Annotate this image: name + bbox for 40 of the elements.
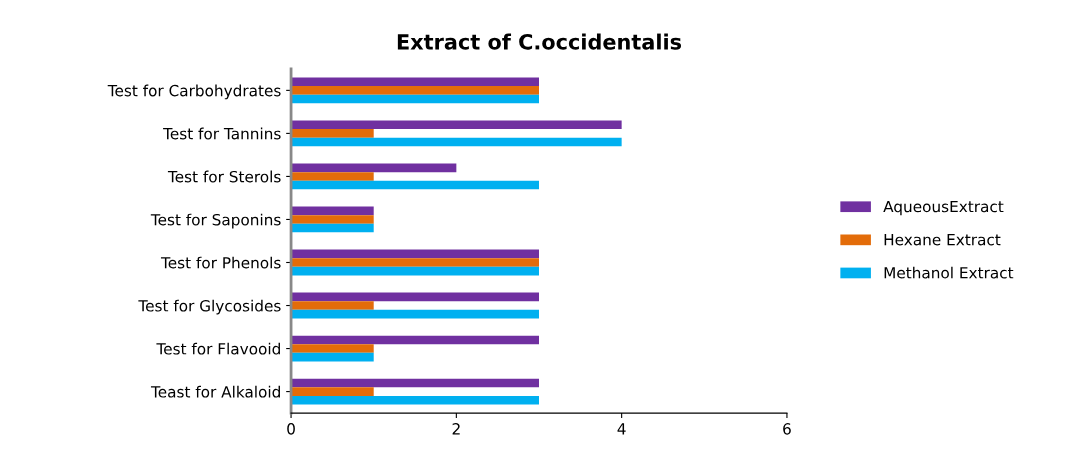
bar: [291, 249, 539, 259]
bar: [291, 206, 374, 216]
bar: [291, 387, 374, 396]
x-tick-label: 2: [452, 423, 460, 435]
bar: [291, 180, 539, 190]
bar: [291, 344, 374, 353]
x-tick-label: 4: [617, 423, 626, 435]
bar: [291, 309, 539, 319]
bar: [291, 86, 539, 95]
bar: [291, 292, 539, 302]
bar: [291, 258, 539, 267]
bar: [291, 301, 374, 310]
bar: [291, 120, 622, 130]
y-tick-label: Test for Phenols: [160, 256, 281, 269]
legend-label: Hexane Extract: [884, 234, 1001, 246]
bar: [291, 129, 374, 138]
x-tick-label: 6: [783, 423, 791, 435]
x-tick-label: 0: [287, 423, 295, 435]
bar: [291, 215, 374, 224]
bar: [291, 94, 539, 104]
y-tick-label: Test for Sterols: [167, 170, 281, 183]
y-tick-label: Test for Tannins: [163, 127, 281, 140]
y-tick-label: Test for Flavooid: [156, 342, 280, 355]
legend-label: Methanol Extract: [884, 266, 1014, 279]
bar: [291, 395, 539, 405]
bar: [291, 163, 457, 173]
bar: [291, 335, 539, 345]
y-tick-label: Teast for Alkaloid: [150, 385, 280, 398]
legend-label: AqueousExtract: [883, 200, 1004, 216]
y-tick-label: Test for Glycosides: [138, 299, 281, 315]
bar: [291, 223, 374, 233]
chart-title: Extract of C.occidentalis: [397, 33, 682, 50]
bar: [291, 137, 622, 147]
bar: [291, 77, 539, 87]
y-tick-label: Test for Saponins: [150, 213, 281, 229]
bar: [291, 352, 374, 362]
bar: [291, 172, 374, 181]
bar: [291, 378, 539, 388]
y-tick-label: Test for Carbohydrates: [107, 84, 281, 100]
bar: [291, 266, 539, 276]
